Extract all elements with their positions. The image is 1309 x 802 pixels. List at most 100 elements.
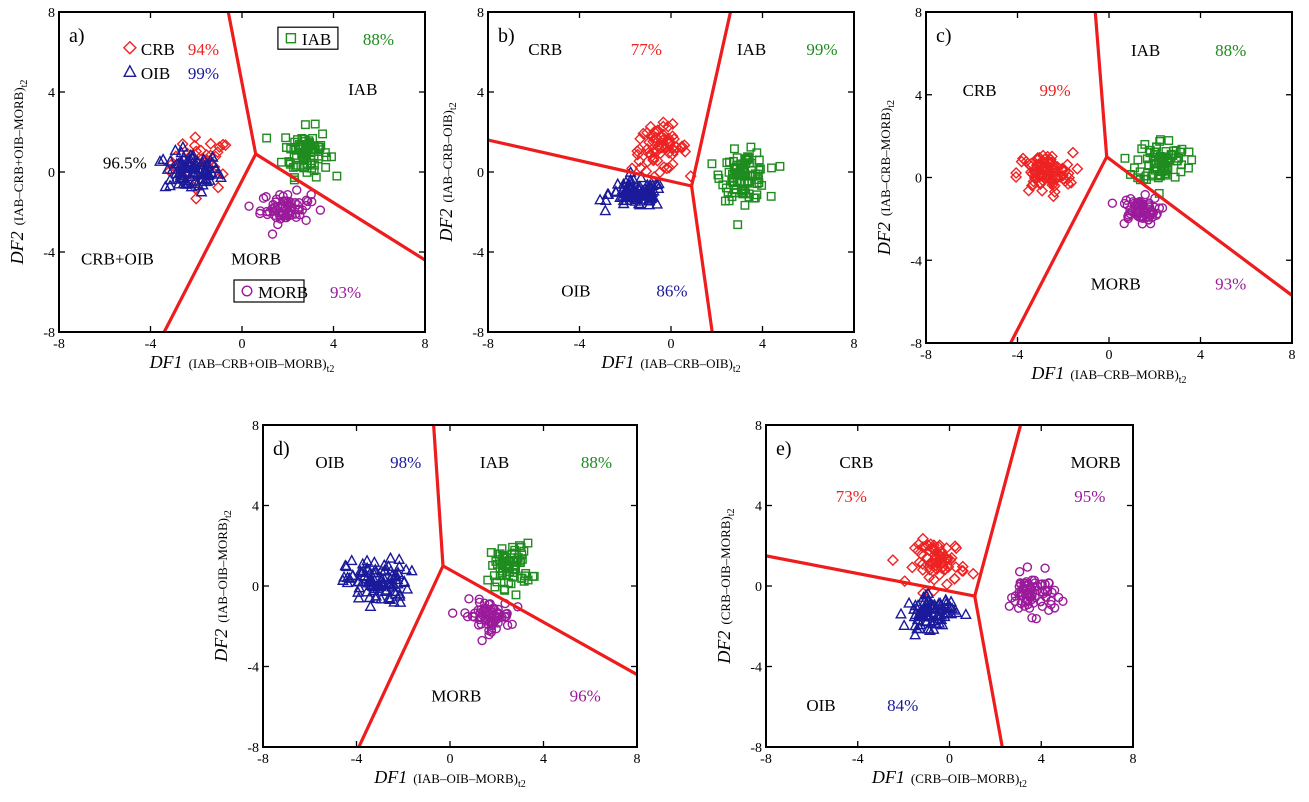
oib-point <box>164 179 176 191</box>
crb-point <box>655 130 668 143</box>
morb-point <box>484 629 494 640</box>
oib-point <box>903 596 915 608</box>
iab-point <box>262 133 272 143</box>
iab-point <box>1176 167 1186 177</box>
crb-point <box>1062 167 1075 180</box>
morb-point <box>1016 590 1027 601</box>
oib-point <box>389 587 402 599</box>
oib-point <box>616 183 629 195</box>
y-tick-label: 8 <box>252 419 259 434</box>
iab-point <box>309 166 319 176</box>
legend-label: OIB <box>141 64 170 83</box>
iab-point <box>286 144 296 154</box>
oib-point <box>201 159 214 171</box>
y-tick-label: 8 <box>477 6 484 21</box>
oib-point <box>374 580 387 592</box>
morb-point <box>1040 563 1050 573</box>
crb-point <box>1024 166 1037 179</box>
oib-point <box>166 162 179 174</box>
panel-label: c) <box>936 25 952 47</box>
crb-point <box>679 145 692 158</box>
oib-point <box>614 191 627 202</box>
iab-point <box>733 220 743 230</box>
y-tick-label: 0 <box>915 172 922 187</box>
region-percent: 96% <box>570 686 601 705</box>
crb-point <box>662 146 675 159</box>
crb-point <box>1036 184 1049 197</box>
iab-point <box>767 163 776 173</box>
iab-point <box>1133 155 1143 165</box>
oib-point <box>336 574 349 585</box>
iab-point <box>492 577 502 587</box>
iab-point <box>775 161 785 171</box>
iab-point <box>285 159 295 169</box>
iab-point <box>311 172 321 182</box>
y-tick-label: 4 <box>755 500 762 515</box>
y-tick-label: 0 <box>252 580 259 595</box>
oib-point <box>203 174 216 185</box>
oib-point <box>353 581 366 593</box>
crb-point <box>633 155 646 168</box>
x-tick-label: 4 <box>759 337 766 352</box>
region-label: CRB <box>839 453 873 472</box>
y-tick-label: -4 <box>472 246 484 261</box>
boundary-line <box>1009 156 1109 343</box>
panel-label: e) <box>776 438 792 460</box>
morb-point <box>262 206 272 217</box>
iab-point <box>1164 136 1174 145</box>
crb-point <box>1071 162 1084 175</box>
iab-point <box>1184 147 1194 157</box>
y-tick-label: 4 <box>48 86 55 101</box>
x-tick-label: 8 <box>634 752 641 767</box>
iab-point <box>506 579 516 589</box>
oib-point <box>215 171 227 183</box>
x-axis-label: DF1 (IAB–OIB–MORB)t2 <box>373 767 526 790</box>
oib-point <box>909 628 922 640</box>
iab-point <box>729 144 739 154</box>
x-tick-label: -4 <box>145 337 157 352</box>
crb-point <box>1062 177 1075 190</box>
crb-point <box>930 559 942 572</box>
morb-point <box>502 620 513 630</box>
iab-point <box>500 559 510 569</box>
region-percent: 99% <box>1039 81 1070 100</box>
morb-point <box>297 205 308 215</box>
iab-point <box>305 137 314 147</box>
iab-point <box>754 165 764 175</box>
y-tick-label: -4 <box>247 661 259 676</box>
region-percent: 86% <box>656 281 687 300</box>
region-label: OIB <box>315 453 344 472</box>
crb-point <box>1044 174 1057 187</box>
region-percent: 88% <box>1215 41 1246 60</box>
boundary-line <box>1093 12 1109 157</box>
iab-point <box>486 548 496 557</box>
region-percent: 98% <box>390 453 421 472</box>
region-label: CRB <box>963 81 997 100</box>
morb-point <box>1027 613 1037 623</box>
boundary-line <box>254 152 425 262</box>
morb-point <box>255 206 266 216</box>
legend-item-morb: MORB 93% <box>233 279 361 303</box>
iab-point <box>1151 147 1161 157</box>
oib-point <box>611 177 624 189</box>
x-tick-label: 8 <box>1289 348 1296 363</box>
data-points <box>886 532 1068 640</box>
oib-point <box>189 166 202 178</box>
x-tick-label: -4 <box>852 752 864 767</box>
iab-point <box>284 157 294 167</box>
morb-point <box>473 605 483 615</box>
y-tick-label: -8 <box>247 741 259 756</box>
morb-point <box>258 193 269 203</box>
crb-point <box>217 138 230 151</box>
oib-point <box>351 575 364 587</box>
crb-point <box>967 567 980 580</box>
morb-point <box>1141 210 1151 220</box>
region-percent: 96.5% <box>103 153 147 172</box>
crb-point <box>1010 170 1023 183</box>
panel-d: -8 -4 0 4 8 -8 -4 0 4 8 DF1 (IAB–OIB–MORB)t2 DF2(IAB… <box>211 419 641 790</box>
crb-point <box>1038 163 1051 176</box>
oib-legend-marker <box>123 64 137 78</box>
crb-point <box>1031 159 1044 172</box>
x-tick-label: 0 <box>1106 348 1113 363</box>
morb-point <box>477 635 487 646</box>
